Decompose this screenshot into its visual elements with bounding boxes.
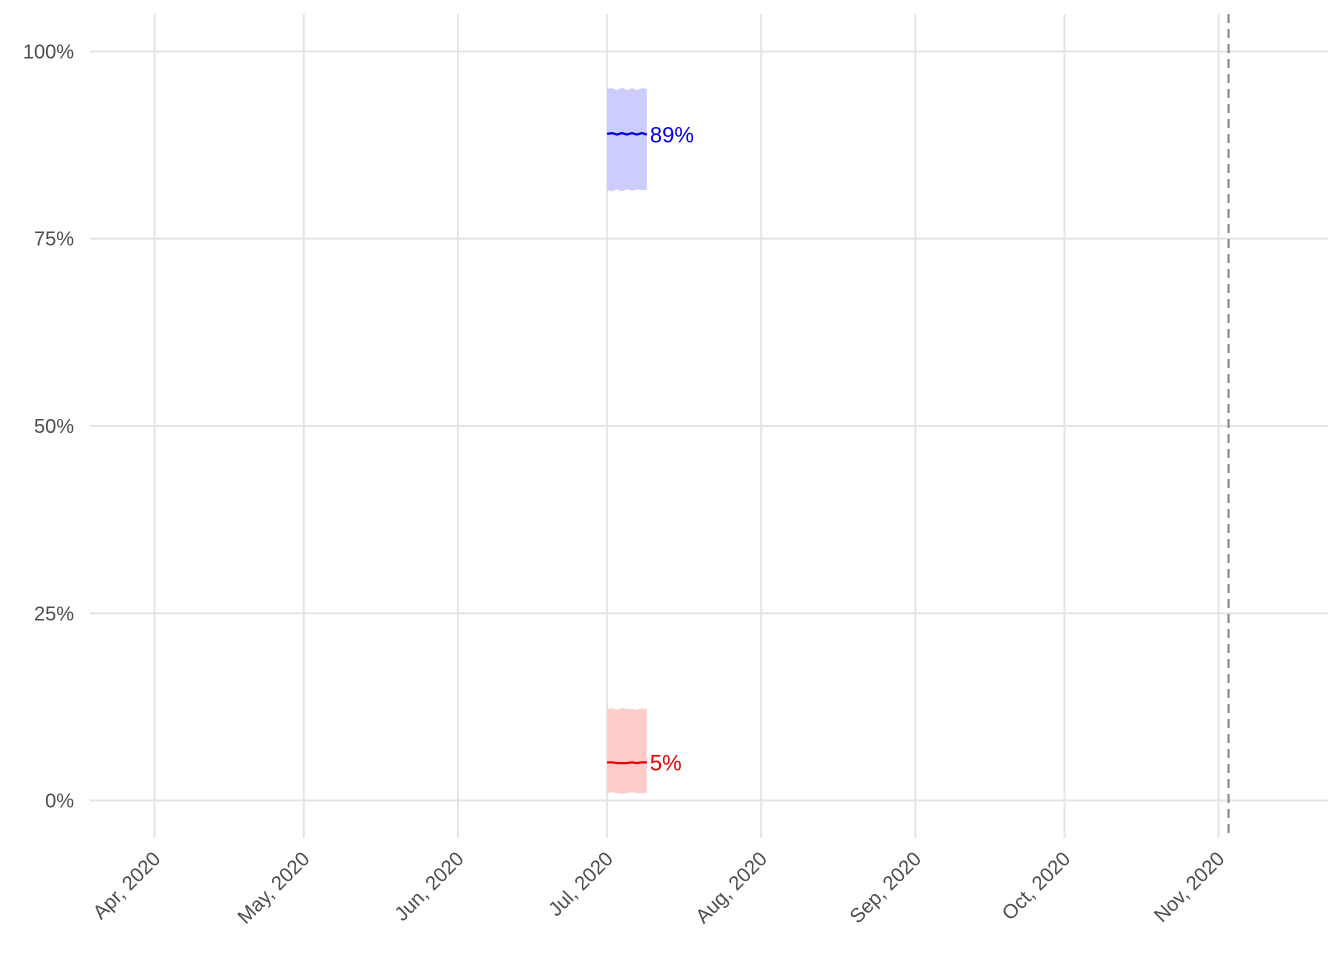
end-label-0: 89% xyxy=(650,123,694,148)
x-tick-label: Sep, 2020 xyxy=(846,848,926,928)
end-label-1: 5% xyxy=(650,750,682,775)
x-tick-label: Oct, 2020 xyxy=(998,848,1075,925)
x-tick-label: Jun, 2020 xyxy=(391,848,469,926)
end-labels: 89% 5% xyxy=(650,123,694,776)
series-lines xyxy=(606,132,648,765)
y-tick-label: 75% xyxy=(34,229,74,251)
y-tick-label: 100% xyxy=(23,41,74,63)
x-tick-label: Nov, 2020 xyxy=(1150,848,1229,927)
x-tick-label: Jul, 2020 xyxy=(545,848,618,921)
series-line-1 xyxy=(607,761,647,765)
x-tick-label: Aug, 2020 xyxy=(692,848,772,928)
y-tick-labels: 0% 25% 50% 75% 100% xyxy=(23,41,74,812)
y-tick-label: 50% xyxy=(34,416,74,438)
x-tick-label: May, 2020 xyxy=(234,848,315,929)
y-tick-label: 25% xyxy=(34,603,74,625)
confidence-bands xyxy=(607,87,647,794)
y-gridlines xyxy=(90,50,1328,802)
x-tick-label: Apr, 2020 xyxy=(89,848,165,924)
confidence-band-1 xyxy=(607,707,647,794)
y-tick-label: 0% xyxy=(45,791,74,813)
confidence-band-0 xyxy=(607,87,647,192)
series-line-0 xyxy=(606,132,648,136)
x-tick-labels: Apr, 2020 May, 2020 Jun, 2020 Jul, 2020 Aug,… xyxy=(89,848,1229,929)
